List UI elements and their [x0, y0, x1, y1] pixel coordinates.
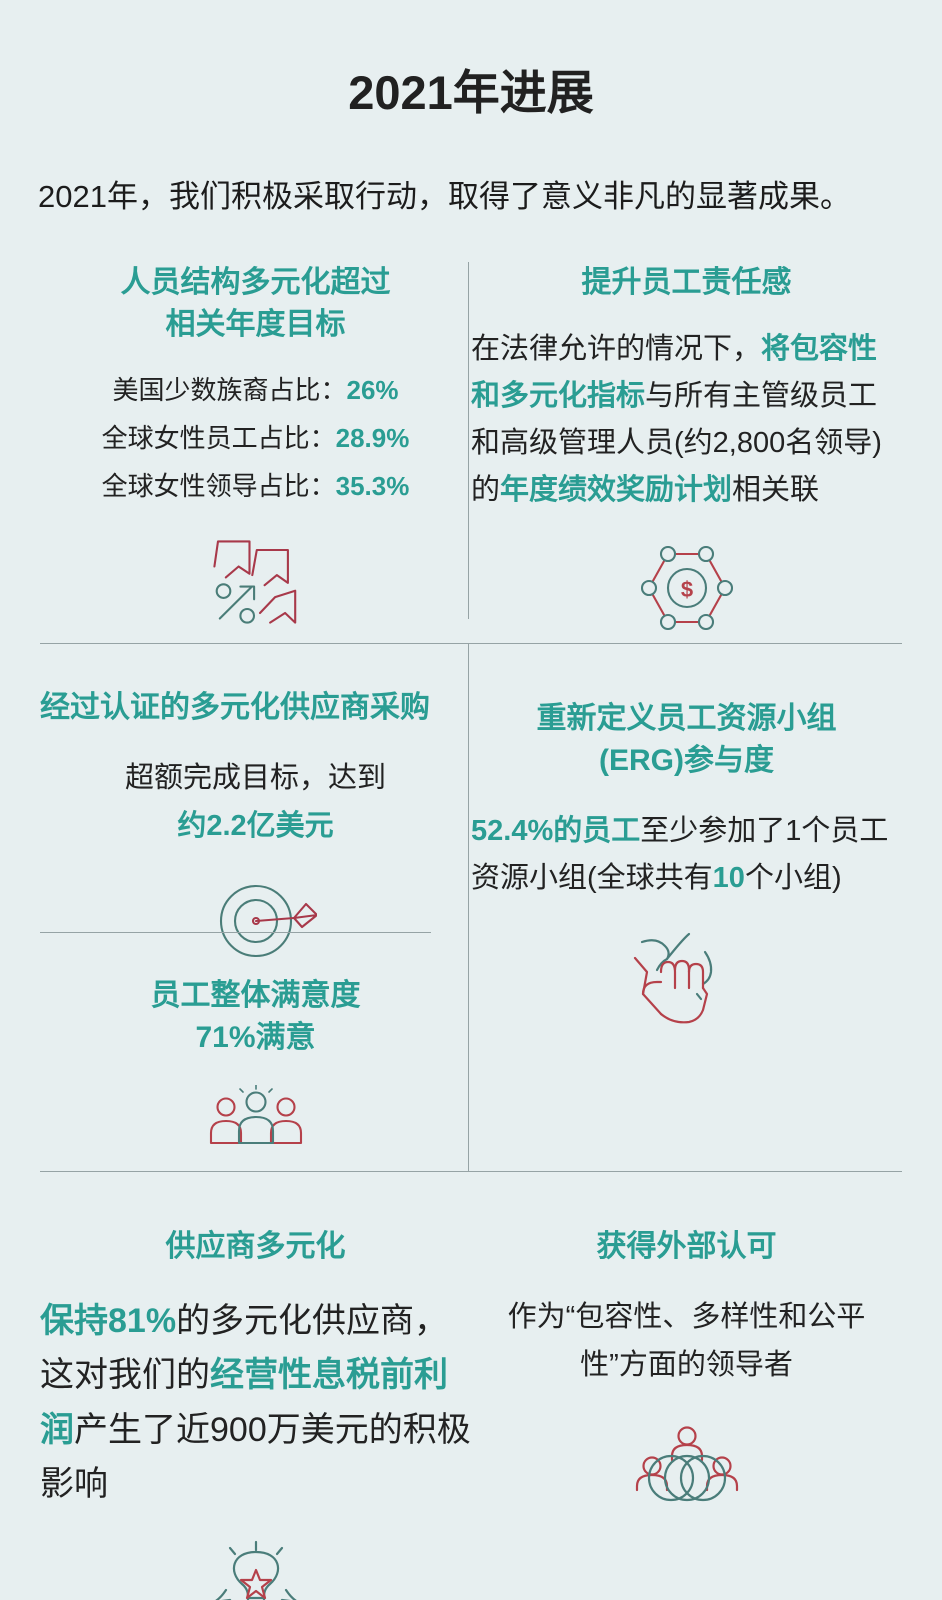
svg-text:$: $: [680, 577, 692, 602]
